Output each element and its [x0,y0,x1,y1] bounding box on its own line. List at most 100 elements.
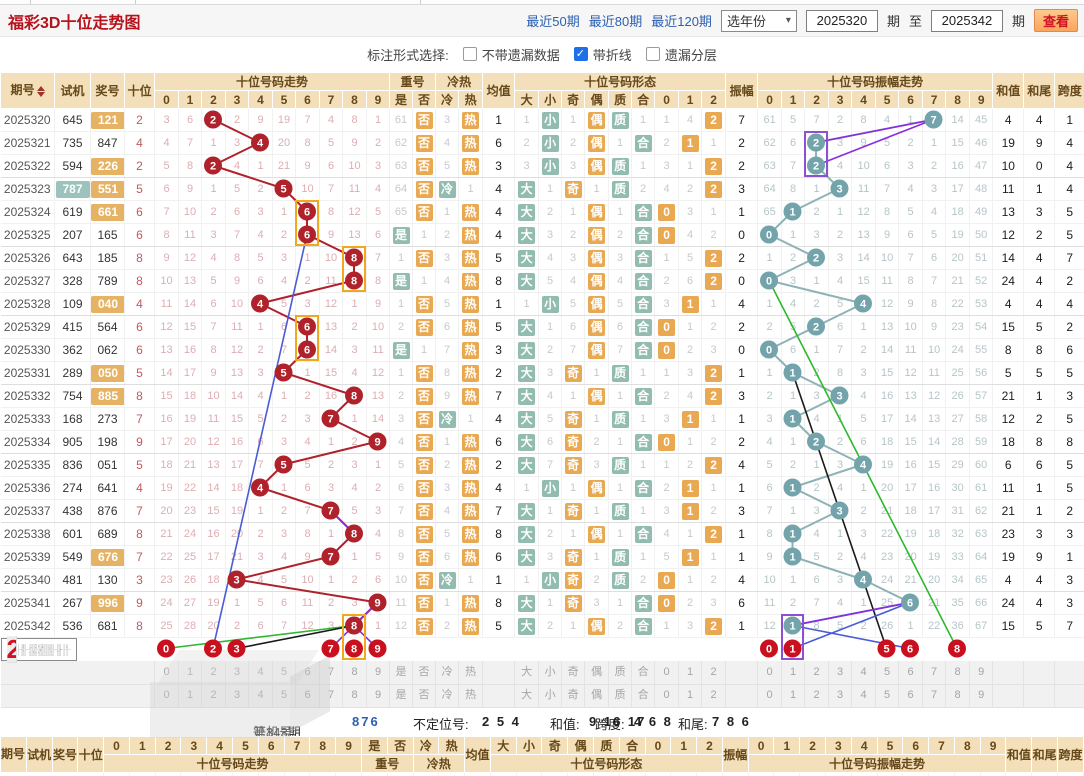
cell: 1 [272,384,296,408]
cell: 3 [435,246,460,270]
cell: 2 [1023,223,1056,247]
cell: 8 [342,90,367,109]
cell: 0 [1023,154,1056,178]
cell: 2 [654,384,680,408]
cell: 2 [678,591,703,615]
cell: 601 [54,522,91,546]
cell: 2 [561,223,586,247]
cell: 3 [654,407,680,431]
cell: 1 [608,131,633,155]
cell: 8 [1054,430,1084,454]
cell: 2 [342,430,367,454]
link-recent-120[interactable]: 最近120期 [651,14,712,29]
cell: 787 [54,177,91,201]
cell: 362 [54,338,91,362]
cell: 8 [875,200,900,224]
cell: 5 [757,453,783,477]
cell: 2 [701,246,727,270]
cell: 大 [514,177,540,201]
cell: 振幅 [721,736,749,773]
cell: 否 [412,407,437,431]
cell: 小 [538,476,563,500]
link-recent-80[interactable]: 最近80期 [588,14,643,29]
cell: 热 [458,223,484,247]
checkbox-miss-layering[interactable]: 遗漏分层 [645,45,717,64]
cell [201,154,226,178]
cell: 6 [608,315,633,339]
cell: 3 [828,90,853,109]
cell: 21 [154,522,179,546]
cell: 885 [90,384,125,408]
cell [804,131,830,155]
table-row: 2025334 905 198 9 17 20 12 16 6 3 4 1 2 4 否 1 热 6 大 6 奇 2 1 合 0 1… [0,430,1084,454]
cell: 2 [295,384,320,408]
cell: 2 [482,361,516,385]
cell: 26 [875,614,900,638]
link-recent-50[interactable]: 最近50期 [526,14,580,29]
cell: 3 [225,90,249,109]
cell: 9 [1023,545,1056,569]
cell: 2 [538,522,563,546]
cell: 1 [701,131,727,155]
cell: 62 [389,131,414,155]
year-select[interactable]: 选年份 ▾ [720,9,797,32]
cell: 4 [1023,568,1056,592]
cell: 十位 [124,72,155,109]
checkbox-no-miss-data[interactable]: 不带遗漏数据 [462,45,560,64]
cell: 6 [272,591,296,615]
cell: 2 [482,453,516,477]
cell [781,476,806,500]
cell: 63 [757,154,783,178]
cell: 109 [54,292,91,316]
cell: 1 [851,591,877,615]
cell: 4 [725,292,759,316]
cell: 17 [178,361,202,385]
cell: 5 [248,591,273,615]
cell: 1 [828,522,853,546]
cell: 1 [678,131,703,155]
cell: 冷 [435,684,460,708]
cell: 8 [295,522,320,546]
sort-icon[interactable] [36,85,45,97]
cell: 1 [295,246,320,270]
view-button[interactable]: 查看 [1033,9,1078,32]
cell: 奇 [541,736,569,755]
cell: 9 [319,223,343,247]
cell: 2 [701,522,727,546]
cell: 16 [945,154,971,178]
cell: 6 [257,736,285,755]
checkbox-icon [462,47,477,61]
stats-budingwei-label: 不定位号: [413,717,469,732]
cell: 大 [514,269,540,293]
cell: 3 [284,772,311,776]
from-period-input[interactable] [805,9,878,32]
cell: 17 [201,545,226,569]
cell: 小 [515,736,543,755]
cell: 3 [781,269,806,293]
cell [804,246,830,270]
cell: 3 [608,246,633,270]
cell: 13 [992,200,1025,224]
cell: 7 [272,338,296,362]
cell: 1 [538,177,563,201]
cell: 20 [272,131,296,155]
cell: 1 [342,407,367,431]
cell: 否 [412,131,437,155]
cell: 12 [992,223,1025,247]
cell: 12 [319,292,343,316]
cell: 11 [178,223,202,247]
cell: 0 [154,661,179,685]
cell: 19 [225,499,249,523]
cell: 13 [366,384,391,408]
cell: 47 [969,154,994,178]
cell: 5 [435,522,460,546]
cell: 4 [538,246,563,270]
cell: 5 [608,292,633,316]
cell: 8 [1023,430,1056,454]
cell: 5 [482,315,516,339]
checkbox-with-polyline[interactable]: 带折线 [573,45,632,64]
cell: 10 [201,384,226,408]
cell: 偶 [584,684,610,708]
cell: 67 [969,614,994,638]
to-period-input[interactable] [930,9,1003,32]
